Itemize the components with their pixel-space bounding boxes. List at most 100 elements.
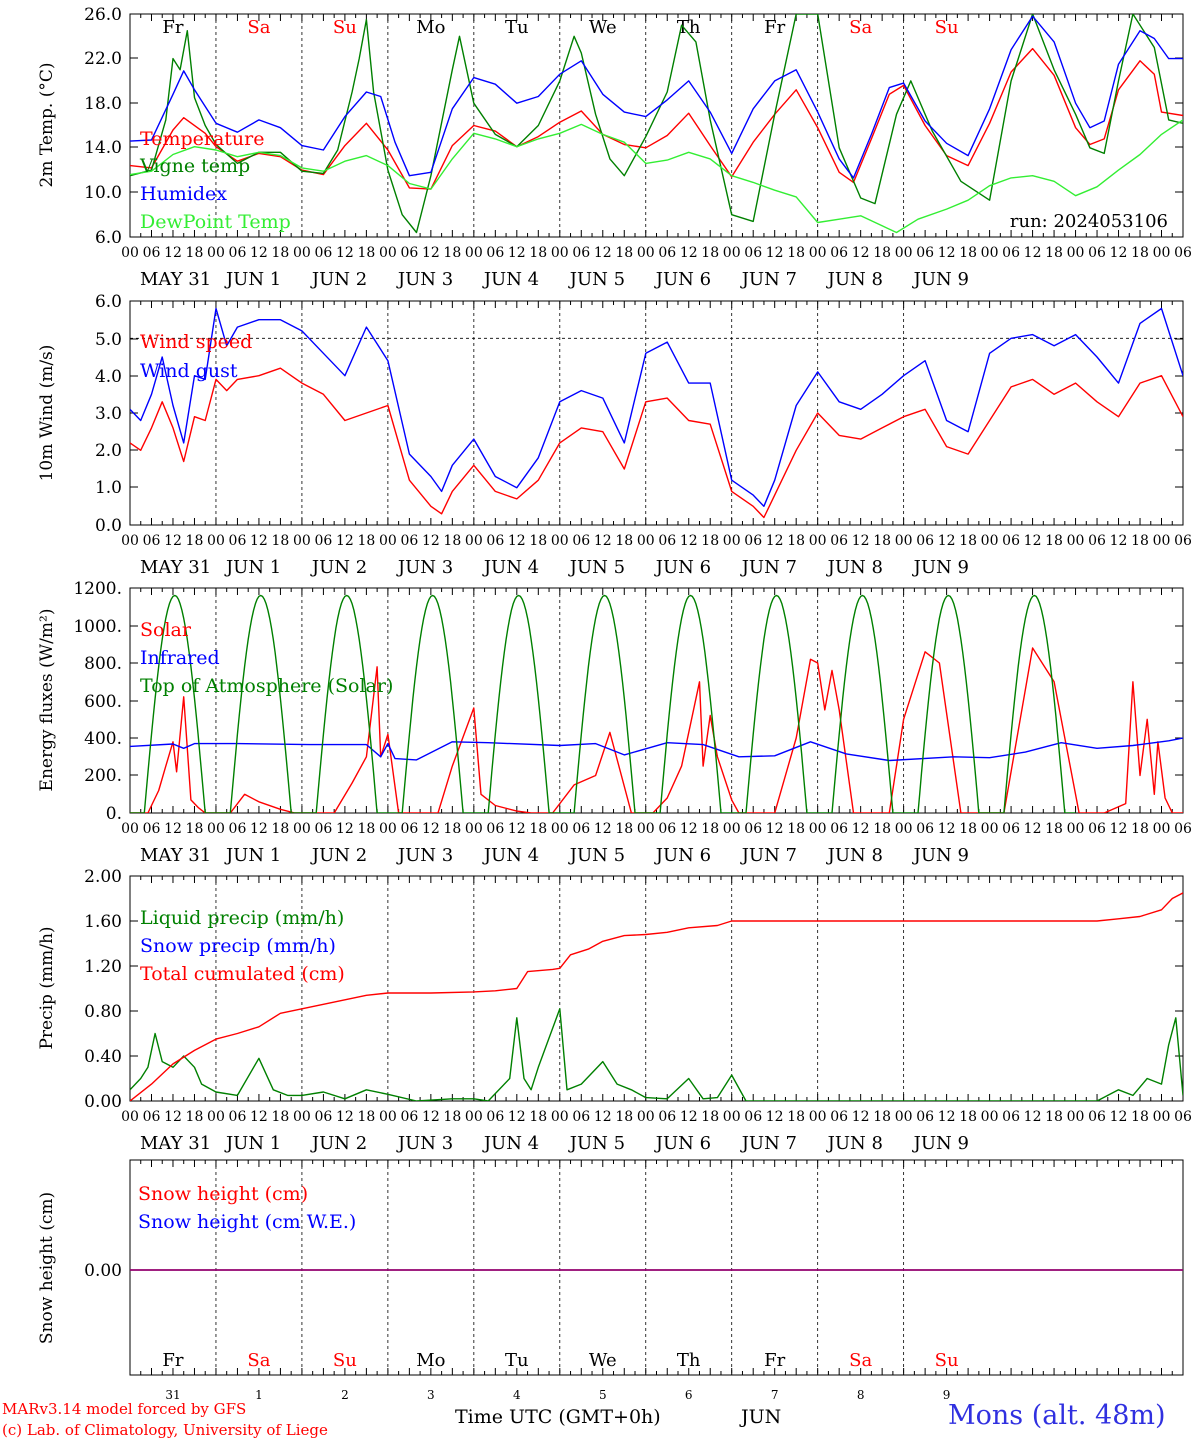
hour-tick-label: 06 (400, 821, 418, 837)
hour-tick-label: 06 (314, 1109, 332, 1125)
panel-1-series-group (130, 307, 1183, 519)
date-label: JUN 9 (912, 269, 969, 290)
hour-tick-label: 06 (314, 533, 332, 549)
legend-entry: Vigne temp (139, 155, 250, 177)
date-label: JUN 7 (740, 557, 797, 578)
hour-tick-label: 18 (615, 533, 633, 549)
hour-tick-label: 18 (1045, 245, 1063, 261)
hour-tick-label: 12 (164, 245, 182, 261)
hour-tick-label: 00 (379, 1109, 397, 1125)
hour-tick-label: 18 (959, 821, 977, 837)
hour-tick-label: 18 (272, 821, 290, 837)
legend-entry: Snow precip (mm/h) (140, 935, 336, 957)
hour-tick-label: 00 (293, 1109, 311, 1125)
hour-tick-label: 06 (1088, 533, 1106, 549)
date-label: JUN 8 (826, 1133, 883, 1154)
y-axis-label: Precip (mm/h) (37, 926, 57, 1049)
hour-tick-label: 00 (637, 1109, 655, 1125)
hour-tick-label: 12 (1024, 533, 1042, 549)
y-tick-label: 18.0 (84, 94, 122, 114)
hour-tick-label: 18 (787, 1109, 805, 1125)
hour-tick-label: 12 (852, 533, 870, 549)
hour-tick-label: 12 (164, 1109, 182, 1125)
y-tick-label: 200. (84, 766, 122, 786)
hour-tick-label: 06 (400, 1109, 418, 1125)
date-label: MAY 31 (140, 269, 211, 290)
hour-tick-label: 06 (486, 533, 504, 549)
weekday-label: Sa (247, 1350, 270, 1371)
panel-0-series-group (130, 14, 1183, 234)
date-label: JUN 5 (568, 845, 625, 866)
y-tick-label: 0.00 (84, 1261, 122, 1281)
hour-tick-label: 00 (207, 533, 225, 549)
hour-tick-label: 18 (1045, 821, 1063, 837)
hour-tick-label: 06 (1002, 533, 1020, 549)
hour-tick-label: 00 (551, 821, 569, 837)
hour-tick-label: 00 (981, 1109, 999, 1125)
hour-tick-label: 12 (766, 533, 784, 549)
hour-tick-label: 18 (186, 821, 204, 837)
day-of-month-label: 3 (427, 1388, 435, 1402)
legend-entry: Temperature (140, 128, 264, 150)
hour-tick-label: 12 (1110, 245, 1128, 261)
hour-tick-label: 12 (938, 245, 956, 261)
hour-tick-label: 06 (1088, 821, 1106, 837)
weekday-label: Mo (416, 1350, 445, 1371)
hour-tick-label: 18 (959, 533, 977, 549)
series-line-dewpoint-temp (130, 119, 1183, 234)
date-label: JUN 8 (826, 269, 883, 290)
date-label: JUN 1 (224, 845, 281, 866)
hour-tick-label: 18 (443, 533, 461, 549)
month-label: JUN (741, 1406, 782, 1428)
series-line-wind-speed (130, 367, 1183, 519)
hour-tick-label: 12 (852, 245, 870, 261)
hour-tick-label: 12 (422, 533, 440, 549)
legend-entry: Wind gust (140, 360, 238, 382)
day-of-month-label: 9 (943, 1388, 951, 1402)
panel-2-series-group (130, 594, 1183, 813)
hour-tick-label: 00 (895, 1109, 913, 1125)
date-label: JUN 6 (654, 1133, 711, 1154)
day-of-month-label: 7 (771, 1388, 779, 1402)
weekday-label: Su (333, 17, 357, 38)
hour-tick-label: 12 (680, 1109, 698, 1125)
date-label: JUN 3 (396, 269, 453, 290)
hour-tick-label: 00 (207, 1109, 225, 1125)
date-label: JUN 2 (310, 557, 367, 578)
y-tick-label: 26.0 (84, 5, 122, 25)
day-of-month-label: 8 (857, 1388, 865, 1402)
hour-tick-label: 00 (723, 533, 741, 549)
hour-tick-label: 06 (400, 533, 418, 549)
y-tick-label: 14.0 (84, 138, 122, 158)
hour-tick-label: 12 (508, 245, 526, 261)
hour-tick-label: 12 (164, 533, 182, 549)
hour-tick-label: 18 (873, 1109, 891, 1125)
date-label: MAY 31 (140, 1133, 211, 1154)
y-axis-label: 2m Temp. (°C) (37, 62, 57, 187)
date-label: JUN 1 (224, 1133, 281, 1154)
hour-tick-label: 18 (1045, 1109, 1063, 1125)
hour-tick-label: 18 (186, 533, 204, 549)
y-tick-label: 2.00 (84, 867, 122, 887)
hour-tick-label: 00 (723, 1109, 741, 1125)
hour-tick-label: 18 (873, 821, 891, 837)
hour-tick-label: 18 (272, 1109, 290, 1125)
weekday-label: Sa (849, 1350, 872, 1371)
hour-tick-label: 06 (486, 245, 504, 261)
hour-tick-label: 18 (529, 533, 547, 549)
weekday-label: Fr (764, 17, 785, 38)
legend-entry: Liquid precip (mm/h) (140, 907, 344, 929)
date-label: JUN 8 (826, 845, 883, 866)
hour-tick-label: 12 (594, 533, 612, 549)
hour-tick-label: 00 (809, 821, 827, 837)
date-label: JUN 4 (482, 557, 539, 578)
hour-tick-label: 12 (594, 245, 612, 261)
day-of-month-label: 1 (255, 1388, 263, 1402)
hour-tick-label: 06 (830, 533, 848, 549)
weekday-label: Sa (247, 17, 270, 38)
panel-1-frame (129, 300, 1184, 526)
hour-tick-label: 12 (1110, 533, 1128, 549)
hour-tick-label: 00 (637, 245, 655, 261)
hour-tick-label: 12 (852, 821, 870, 837)
hour-tick-label: 06 (400, 245, 418, 261)
